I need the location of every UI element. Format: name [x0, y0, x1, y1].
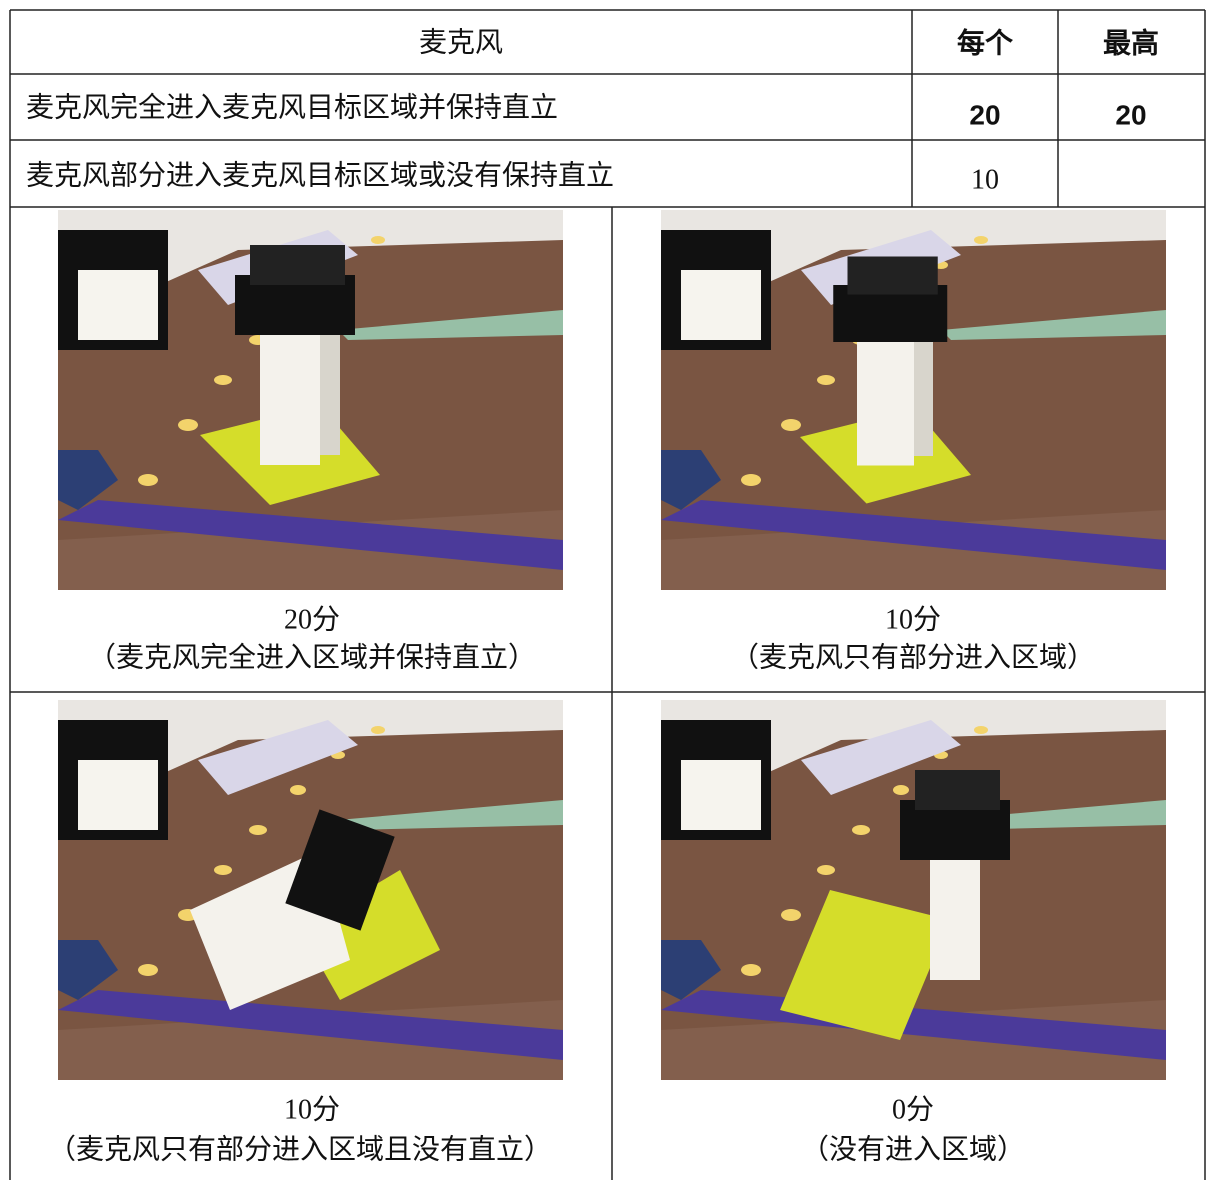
score-cell: 20	[1115, 99, 1146, 130]
figure-score: 10分	[284, 1094, 340, 1125]
header-cell: 麦克风	[419, 26, 503, 58]
figure-score: 0分	[892, 1094, 934, 1125]
figure-caption: （麦克风完全进入区域并保持直立）	[88, 641, 536, 673]
figure-caption: （麦克风只有部分进入区域且没有直立）	[48, 1133, 552, 1165]
photo	[661, 210, 1166, 590]
header-cell: 最高	[1103, 27, 1159, 58]
figure-caption: （麦克风只有部分进入区域）	[731, 641, 1095, 673]
photo	[58, 700, 563, 1080]
row-label: 麦克风完全进入麦克风目标区域并保持直立	[26, 91, 558, 123]
photo	[661, 700, 1166, 1080]
row-label: 麦克风部分进入麦克风目标区域或没有保持直立	[26, 159, 614, 191]
score-cell: 20	[969, 99, 1000, 130]
figure-score: 20分	[284, 604, 340, 635]
header-cell: 每个	[957, 26, 1014, 58]
figure-score: 10分	[885, 604, 941, 635]
photo	[58, 210, 563, 590]
figure-caption: （没有进入区域）	[801, 1133, 1025, 1165]
score-cell: 10	[971, 164, 999, 195]
